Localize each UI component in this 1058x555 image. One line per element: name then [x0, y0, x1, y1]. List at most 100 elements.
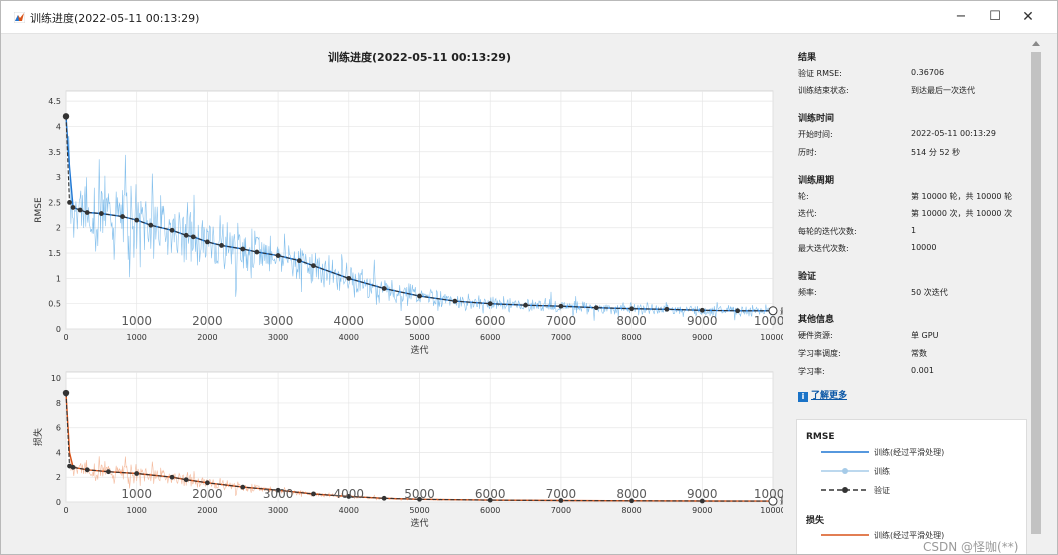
rmse-overlay-tick-label: 3000 [263, 314, 294, 328]
epoch-value: 第 10000 轮，共 10000 轮 [911, 192, 1013, 201]
rmse-overlay-tick-label: 8000 [616, 314, 647, 328]
rmse-train-smoothed-line [65, 116, 773, 312]
loss-validation-point [106, 469, 111, 475]
rmse-validation-point [183, 232, 189, 238]
rmse-x-tick-label: 9000 [692, 333, 712, 342]
vertical-scrollbar[interactable] [1029, 39, 1043, 549]
loss-validation-point [346, 494, 352, 499]
rmse-x-tick-label: 6000 [480, 333, 500, 342]
rmse-validation-point [205, 239, 210, 245]
rmse-chart: 训练进度(2022-05-11 00:13:29) 0 0.5 1 1.5 2 2.5 3 3.… [21, 39, 783, 369]
loss-x-tick-label: 4000 [339, 506, 359, 515]
iter-per-epoch-value: 1 [911, 226, 917, 235]
rmse-validation-point [699, 307, 705, 313]
loss-final-marker [768, 496, 778, 506]
loss-overlay-tick-label: 3000 [263, 487, 294, 501]
legend-rmse-train-label: 训练 [874, 467, 890, 476]
rmse-y-tick-label: 0.5 [48, 300, 61, 309]
rmse-validation-point [523, 302, 528, 308]
rmse-validation-point [134, 217, 140, 223]
rmse-y-axis-label: RMSE [34, 197, 44, 223]
rmse-x-tick-label: 10000 [760, 333, 783, 342]
stop-reason-label: 训练结束状态: [798, 86, 849, 95]
loss-validation-point [629, 498, 634, 504]
max-iter-label: 最大迭代次数: [798, 244, 849, 253]
rmse-validation-point [190, 234, 196, 240]
rmse-validation-point [67, 200, 72, 205]
scroll-up-icon[interactable] [1032, 41, 1040, 46]
plots-area: 训练进度(2022-05-11 00:13:29) 0 0.5 1 1.5 2 2.5 3 3.… [21, 39, 783, 549]
rmse-validation-point [77, 207, 83, 213]
loss-overlay-tick-label: 4000 [334, 487, 365, 501]
legend-loss-smoothed-swatch [821, 534, 869, 536]
info-icon: i [798, 392, 808, 402]
rmse-final-marker [768, 306, 778, 316]
loss-validation-point [183, 477, 189, 483]
validation-rmse-label: 验证 RMSE: [798, 69, 842, 78]
loss-y-tick-label: 8 [56, 399, 61, 408]
rmse-overlay-tick-label: 4000 [334, 314, 365, 328]
rmse-overlay-tick-label: 2000 [192, 314, 223, 328]
max-iter-value: 10000 [911, 243, 937, 252]
rmse-validation-point [70, 205, 76, 210]
rmse-validation-point [452, 298, 458, 304]
matlab-app-icon [14, 12, 25, 23]
loss-x-tick-label: 7000 [551, 506, 571, 515]
stop-reason-value: 到达最后一次迭代 [911, 86, 975, 95]
loss-overlay-tick-label: 7000 [546, 487, 577, 501]
loss-y-axis-label: 损失 [32, 428, 44, 446]
results-heading: 结果 [798, 53, 817, 63]
loss-overlay-tick-label: 10000 [754, 487, 783, 501]
loss-overlay-tick-label: 2000 [192, 487, 223, 501]
rmse-y-tick-label: 3 [56, 173, 61, 182]
rmse-final-label: 最终 [780, 306, 783, 316]
hardware-value: 单 GPU [911, 331, 939, 340]
elapsed-label: 历时: [798, 148, 817, 157]
loss-overlay-tick-label: 9000 [687, 487, 718, 501]
rmse-title: 训练进度(2022-05-11 00:13:29) [328, 50, 511, 64]
rmse-y-tick-label: 1.5 [48, 249, 61, 258]
rmse-validation-point [275, 253, 281, 258]
rmse-validation-point [629, 306, 634, 312]
maximize-button[interactable]: ☐ [989, 9, 1001, 24]
loss-x-tick-label: 8000 [621, 506, 641, 515]
legend-loss-smoothed-label: 训练(经过平滑处理) [874, 531, 945, 540]
rmse-overlay-tick-label: 9000 [687, 314, 718, 328]
loss-chart: 0 2 4 6 8 10 0 1000 2000 3000 4000 5000 6000 7000 8000… [21, 364, 783, 544]
rmse-validation-point [296, 258, 302, 264]
learning-rate-value: 0.001 [911, 366, 934, 375]
legend-rmse-train-swatch [821, 468, 869, 474]
rmse-validation-point [219, 243, 224, 248]
title-bar[interactable]: 训练进度(2022-05-11 00:13:29) − ☐ ✕ [1, 1, 1057, 34]
loss-y-tick-label: 10 [51, 374, 61, 383]
close-button[interactable]: ✕ [1022, 9, 1034, 25]
loss-validation-point [70, 464, 76, 470]
window-title: 训练进度(2022-05-11 00:13:29) [30, 12, 200, 25]
rmse-x-tick-label: 8000 [621, 333, 641, 342]
rmse-y-tick-label: 1 [56, 274, 61, 283]
legend-rmse-smoothed-swatch [821, 451, 869, 453]
rmse-validation-point [148, 222, 154, 228]
minimize-button[interactable]: − [955, 9, 967, 24]
rmse-x-tick-label: 0 [63, 333, 68, 342]
rmse-overlay-tick-label: 1000 [121, 314, 152, 328]
legend-loss-title: 损失 [806, 516, 825, 526]
rmse-validation-point [62, 113, 70, 120]
rmse-validation-point [593, 305, 599, 311]
validation-freq-value: 50 次迭代 [911, 288, 948, 297]
epoch-label: 轮: [798, 192, 809, 201]
scroll-thumb[interactable] [1031, 52, 1041, 534]
learn-more-link[interactable]: i 了解更多 [798, 388, 847, 402]
other-heading: 其他信息 [798, 315, 835, 325]
learn-more-label[interactable]: 了解更多 [811, 391, 848, 401]
legend-validation-label: 验证 [874, 486, 890, 495]
learning-rate-label: 学习率: [798, 367, 825, 376]
loss-validation-point [62, 389, 70, 397]
rmse-y-tick-label: 0 [56, 325, 61, 334]
loss-x-tick-label: 6000 [480, 506, 500, 515]
loss-validation-point [275, 487, 281, 493]
start-time-value: 2022-05-11 00:13:29 [911, 129, 996, 138]
rmse-validation-point [417, 293, 422, 299]
watermark: CSDN @怪咖(**) [923, 540, 1019, 554]
